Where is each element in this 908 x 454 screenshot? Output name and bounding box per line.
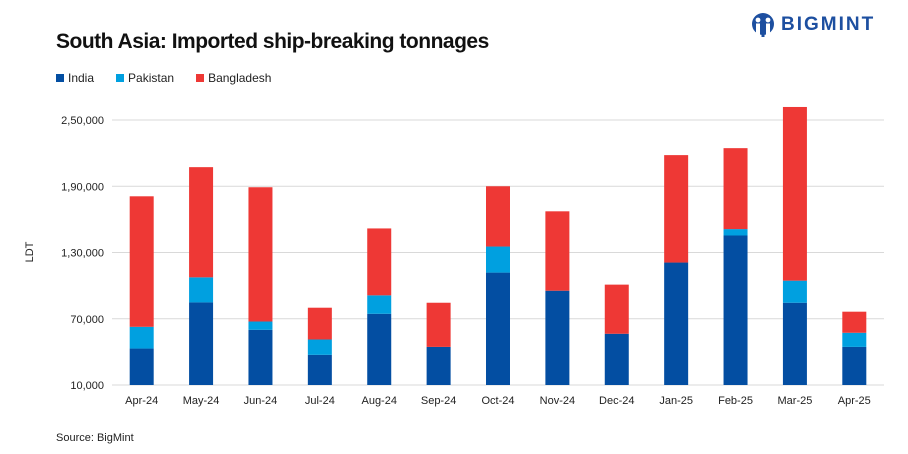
bar-stack-Dec-24 (604, 284, 629, 385)
legend-item-india: India (56, 71, 94, 85)
x-tick-label: Apr-24 (125, 395, 158, 407)
bar-india-Dec-24 (604, 333, 629, 385)
y-tick-label: 2,50,000 (61, 115, 104, 127)
bigmint-logo: BIGMINT (751, 12, 875, 38)
bar-india-Apr-25 (842, 346, 867, 385)
bar-pakistan-Aug-24 (367, 295, 392, 314)
legend-item-bangladesh: Bangladesh (196, 71, 271, 85)
legend-swatch-india (56, 74, 64, 82)
x-tick-label: May-24 (183, 395, 220, 407)
bar-pakistan-Mar-25 (782, 280, 807, 303)
bar-pakistan-Jun-24 (248, 321, 273, 330)
bar-stack-Feb-25 (723, 148, 748, 385)
y-tick-label: 1,30,000 (61, 248, 104, 260)
bar-stack-Nov-24 (545, 211, 570, 385)
bar-stack-Jan-25 (664, 155, 689, 385)
bar-bangladesh-Apr-25 (842, 311, 867, 333)
x-tick-label: Dec-24 (599, 395, 634, 407)
bar-india-Feb-25 (723, 235, 748, 385)
x-tick-label: Sep-24 (421, 395, 456, 407)
bar-stack-Jul-24 (307, 307, 332, 385)
y-tick-label: 70,000 (70, 314, 104, 326)
bigmint-logo-text: BIGMINT (781, 14, 876, 35)
bar-bangladesh-Nov-24 (545, 211, 570, 291)
bar-pakistan-Feb-25 (723, 229, 748, 236)
x-tick-label: Jan-25 (659, 395, 693, 407)
bar-bangladesh-Sep-24 (426, 302, 451, 347)
bar-india-Jul-24 (307, 354, 332, 385)
bar-bangladesh-Jan-25 (664, 155, 689, 263)
bar-india-Oct-24 (486, 272, 510, 385)
bar-bangladesh-Jun-24 (248, 187, 273, 322)
bar-bangladesh-Mar-25 (782, 106, 807, 281)
legend-swatch-bangladesh (196, 74, 205, 82)
bar-india-Nov-24 (545, 290, 570, 385)
bar-stack-Aug-24 (367, 228, 392, 385)
legend: India Pakistan Bangladesh (56, 71, 271, 85)
x-tick-label: Jul-24 (305, 395, 335, 407)
bar-bangladesh-Jul-24 (307, 307, 332, 340)
bar-india-Jun-24 (248, 329, 273, 385)
x-tick-label: Jun-24 (244, 395, 278, 407)
bar-bangladesh-Aug-24 (367, 228, 392, 296)
bar-stack-Jun-24 (248, 187, 273, 385)
y-tick-label: 10,000 (70, 380, 104, 392)
bar-india-Jan-25 (664, 262, 689, 385)
x-tick-label: Oct-24 (481, 395, 514, 407)
bar-bangladesh-Feb-25 (723, 148, 748, 230)
legend-label-bangladesh: Bangladesh (208, 71, 272, 85)
bar-bangladesh-Oct-24 (486, 186, 510, 247)
x-tick-label: Nov-24 (540, 395, 575, 407)
legend-item-pakistan: Pakistan (116, 71, 174, 85)
x-tick-label: Aug-24 (361, 395, 396, 407)
legend-label-india: India (68, 71, 95, 85)
bar-stack-Sep-24 (426, 302, 451, 385)
x-tick-label: Apr-25 (838, 395, 871, 407)
bar-bangladesh-Dec-24 (604, 284, 629, 334)
bar-pakistan-Apr-24 (129, 326, 154, 349)
source-note: Source: BigMint (56, 432, 134, 444)
bar-india-Sep-24 (426, 346, 451, 385)
bar-stack-May-24 (189, 167, 214, 385)
y-axis-label: LDT (24, 241, 36, 262)
chart-title: South Asia: Imported ship-breaking tonna… (56, 30, 489, 53)
bar-pakistan-May-24 (189, 277, 214, 303)
bar-india-May-24 (189, 302, 214, 385)
legend-label-pakistan: Pakistan (128, 71, 175, 85)
y-tick-label: 1,90,000 (61, 181, 104, 193)
bar-pakistan-Oct-24 (486, 246, 510, 273)
x-tick-label: Mar-25 (778, 395, 813, 407)
bar-stack-Mar-25 (782, 106, 807, 385)
bar-india-Apr-24 (129, 348, 154, 385)
legend-swatch-pakistan (116, 74, 125, 82)
x-tick-label: Feb-25 (718, 395, 753, 407)
bar-bangladesh-Apr-24 (129, 196, 154, 327)
bar-pakistan-Apr-25 (842, 332, 867, 347)
bar-stack-Apr-24 (129, 196, 154, 385)
bar-india-Aug-24 (367, 313, 392, 385)
bar-bangladesh-May-24 (189, 167, 214, 278)
bar-india-Mar-25 (782, 302, 807, 385)
bar-stack-Apr-25 (842, 311, 867, 385)
bar-stack-Oct-24 (486, 186, 510, 385)
bar-pakistan-Jul-24 (307, 339, 332, 355)
bigmint-logo-icon (752, 13, 774, 37)
